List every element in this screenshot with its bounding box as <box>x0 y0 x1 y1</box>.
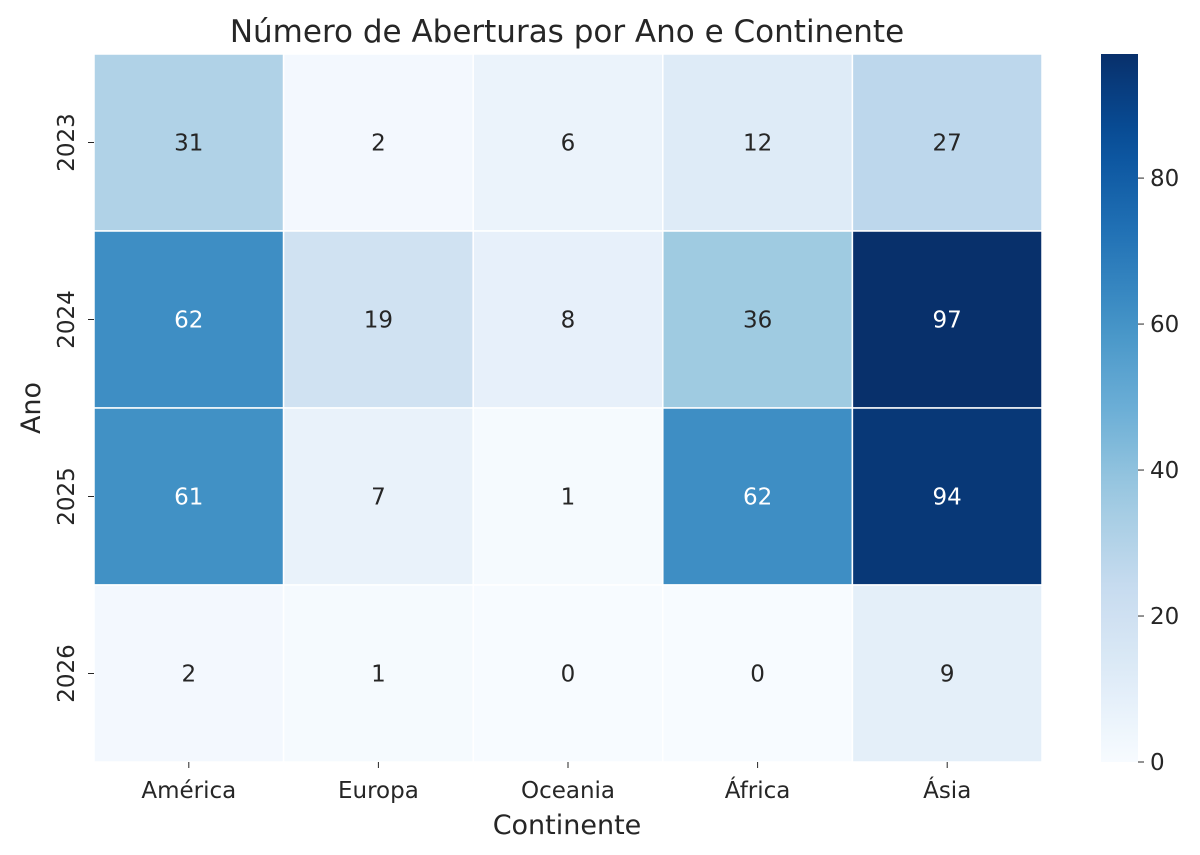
x-tick-label: América <box>141 778 236 804</box>
cell-value-label: 12 <box>743 131 772 157</box>
cell-value-label: 8 <box>561 308 576 334</box>
colorbar: 0 20 40 60 80 <box>1101 54 1179 776</box>
cell-value-label: 9 <box>940 662 955 688</box>
colorbar-tick-label: 20 <box>1150 604 1179 630</box>
cell-value-label: 2 <box>371 131 386 157</box>
cell-value-label: 7 <box>371 485 386 511</box>
heatmap-cells: 31 2 6 12 27 62 19 8 36 97 61 7 1 62 94 2 1 0 0 9 <box>93 53 1043 763</box>
heatmap-cell <box>662 407 854 586</box>
x-tick-label: Oceania <box>521 778 615 804</box>
cell-value-label: 6 <box>561 131 576 157</box>
cell-value-label: 19 <box>364 308 393 334</box>
cell-value-label: 0 <box>561 662 576 688</box>
colorbar-tick-label: 0 <box>1150 750 1165 776</box>
cell-value-label: 62 <box>174 308 203 334</box>
x-tick-label: Ásia <box>923 776 971 804</box>
cell-value-label: 2 <box>181 662 196 688</box>
cell-value-label: 97 <box>933 308 962 334</box>
x-axis-label: Continente <box>493 810 642 841</box>
colorbar-gradient <box>1101 54 1138 762</box>
cell-value-label: 1 <box>561 485 576 511</box>
y-tick-labels: 2023 2024 2025 2026 <box>54 113 94 703</box>
chart-title: Número de Aberturas por Ano e Continente <box>230 14 904 50</box>
y-axis-label: Ano <box>16 382 47 434</box>
cell-value-label: 36 <box>743 308 772 334</box>
cell-value-label: 27 <box>933 131 962 157</box>
y-tick-label: 2023 <box>54 113 80 172</box>
heatmap-cell <box>851 230 1043 409</box>
colorbar-tick-label: 60 <box>1150 312 1179 338</box>
cell-value-label: 62 <box>743 485 772 511</box>
heatmap-cell <box>93 230 285 409</box>
cell-value-label: 1 <box>371 662 386 688</box>
y-tick-label: 2024 <box>54 290 80 349</box>
heatmap-cell <box>472 230 664 409</box>
colorbar-tick-label: 80 <box>1150 166 1179 192</box>
heatmap-cell <box>662 53 854 232</box>
heatmap-cell <box>472 53 664 232</box>
cell-value-label: 61 <box>174 485 203 511</box>
heatmap-cell <box>851 407 1043 586</box>
x-tick-label: África <box>725 776 791 804</box>
x-tick-label: Europa <box>338 778 419 804</box>
heatmap-cell <box>93 53 285 232</box>
y-tick-label: 2026 <box>54 644 80 703</box>
heatmap-cell <box>282 584 474 763</box>
cell-value-label: 31 <box>174 131 203 157</box>
heatmap-cell <box>282 407 474 586</box>
colorbar-tick-label: 40 <box>1150 458 1179 484</box>
y-tick-label: 2025 <box>54 467 80 526</box>
x-tick-labels: América Europa Oceania África Ásia <box>141 762 971 804</box>
heatmap-cell <box>851 584 1043 763</box>
heatmap-cell <box>662 584 854 763</box>
heatmap-cell <box>472 584 664 763</box>
heatmap-cell <box>472 407 664 586</box>
cell-value-label: 94 <box>933 485 962 511</box>
heatmap-cell <box>282 53 474 232</box>
cell-value-label: 0 <box>750 662 765 688</box>
heatmap-cell <box>851 53 1043 232</box>
